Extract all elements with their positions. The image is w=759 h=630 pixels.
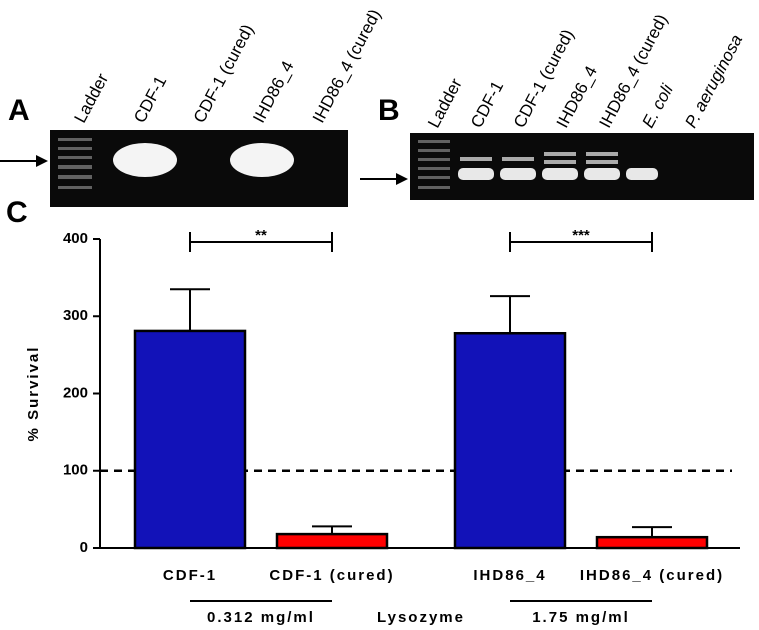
bar <box>133 329 247 550</box>
y-tick-label: 200 <box>63 384 88 401</box>
y-axis-label: % Survival <box>25 346 42 442</box>
lane-label: P. aeruginosa <box>681 31 746 131</box>
y-tick-label: 300 <box>63 307 88 324</box>
lane-label: Ladder <box>71 70 113 126</box>
significance-bracket <box>189 232 333 252</box>
lane-label: CDF-1 <box>130 73 170 126</box>
panel-letter: B <box>378 94 400 127</box>
gel-a <box>0 130 348 207</box>
x-tick-label: CDF-1 <box>163 567 217 584</box>
y-tick-label: 0 <box>80 539 88 556</box>
lane-label: Ladder <box>424 75 466 131</box>
lane-label: IHD86_4 <box>249 58 297 126</box>
y-tick-label: 400 <box>63 230 88 247</box>
y-tick-label: 100 <box>63 462 88 479</box>
panel-letter: C <box>6 196 28 229</box>
bar <box>275 532 389 550</box>
lane-label: CDF-1 (cured) <box>190 21 258 126</box>
group-label: 0.312 mg/ml <box>207 609 315 626</box>
significance-label: ** <box>255 227 267 244</box>
x-tick-label: CDF-1 (cured) <box>269 567 394 584</box>
group-label: 1.75 mg/ml <box>532 609 630 626</box>
panel-letter: A <box>8 94 30 127</box>
lane-label: E. coli <box>638 80 677 131</box>
gel-b <box>360 133 754 200</box>
significance-label: *** <box>572 227 590 244</box>
bar <box>453 331 567 550</box>
lane-label: CDF-1 <box>467 78 507 131</box>
lane-label: IHD86_4 <box>553 63 601 131</box>
group-title: Lysozyme <box>377 609 465 626</box>
bar <box>595 535 709 550</box>
significance-bracket <box>509 232 653 252</box>
x-tick-label: IHD86_4 <box>473 567 546 584</box>
lane-label: IHD86_4 (cured) <box>309 6 385 126</box>
x-tick-label: IHD86_4 (cured) <box>580 567 724 584</box>
